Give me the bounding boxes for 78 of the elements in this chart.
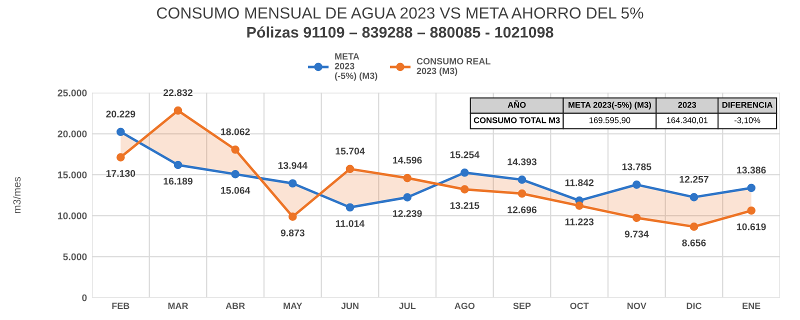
data-label: 10.619 [737,223,766,230]
point [460,185,469,194]
point [632,214,641,222]
annotation: 2023 [678,102,696,108]
data-label: 20.229 [106,110,136,118]
data-label: 8.656 [682,239,706,246]
x-tick-label: ABR [226,302,245,310]
point [690,222,698,231]
point [231,145,240,154]
x-tick-label: DIC [686,302,702,310]
y-tick-label: 0 [82,294,87,302]
data-label: 13.944 [278,162,308,169]
point [116,128,125,136]
x-tick-label: JUL [398,302,416,310]
annotation: CONSUMO TOTAL M3 [474,117,560,124]
point [403,174,412,182]
y-axis-title: m3/mes [12,177,21,214]
point [231,170,240,178]
point [403,193,412,202]
legend-label: META 2023 (-5%) (M3) [334,53,378,81]
x-tick-label: FEB [112,302,130,310]
data-label: 13.386 [737,166,766,174]
x-tick-label: SEP [513,302,531,310]
x-tick-label: OCT [570,302,589,310]
legend-label: CONSUMO REAL 2023 (M3) [416,58,490,76]
point [747,184,756,192]
x-tick-label: JUN [341,302,358,310]
point [288,212,297,221]
point [174,160,182,170]
point [460,168,469,177]
y-tick-label: 10.000 [58,212,87,220]
annotation: -3,10% [734,117,760,124]
data-label: 18.062 [221,128,250,136]
data-label: 13.215 [450,202,480,209]
data-label: 15.064 [221,186,250,194]
y-tick-label: 25.000 [58,90,87,96]
data-label: 12.239 [393,210,422,217]
data-label: 16.189 [164,178,193,185]
point [747,206,756,215]
chart-subtitle: Pólizas 91109 – 839288 – 880085 - 1021098 [247,26,554,38]
annotation: META 2023(-5%) (M3) [568,102,651,110]
data-label: 14.393 [508,158,537,166]
data-label: 13.785 [622,163,652,170]
data-label: 11.014 [336,220,365,228]
annotation: 169.595,90 [590,117,630,124]
data-label: 14.596 [393,156,422,164]
x-tick-label: MAY [284,302,302,310]
y-tick-label: 5.000 [63,253,87,260]
x-tick-label: NOV [627,302,646,310]
point [518,176,526,184]
annotation: 164.340,01 [666,117,708,124]
data-label: 11.842 [565,179,594,186]
data-label: 12.257 [680,176,708,183]
x-tick-label: ENE [742,302,760,310]
annotation: AÑO [508,100,526,108]
data-label: 9.734 [624,230,649,238]
point [116,153,125,162]
point [346,164,354,174]
data-label: 11.223 [565,218,594,226]
data-label: 15.704 [336,148,365,155]
data-label: 17.130 [106,170,136,177]
point [518,189,526,198]
point [346,203,354,212]
data-label: 15.254 [450,151,480,158]
data-label: 9.873 [280,229,304,236]
point [690,193,698,202]
annotation: DIFERENCIA [722,102,773,108]
point [288,179,297,188]
data-label: 22.832 [163,89,192,96]
chart-title: CONSUMO MENSUAL DE AGUA 2023 VS META AHORRO DEL 5% [157,7,644,19]
data-label: 12.696 [508,206,537,214]
point [174,106,182,115]
point [575,201,584,210]
x-tick-label: MAR [168,302,188,310]
point [632,180,641,189]
x-tick-label: AGO [454,302,475,310]
y-tick-label: 15.000 [58,171,87,178]
y-tick-label: 20.000 [58,130,87,138]
